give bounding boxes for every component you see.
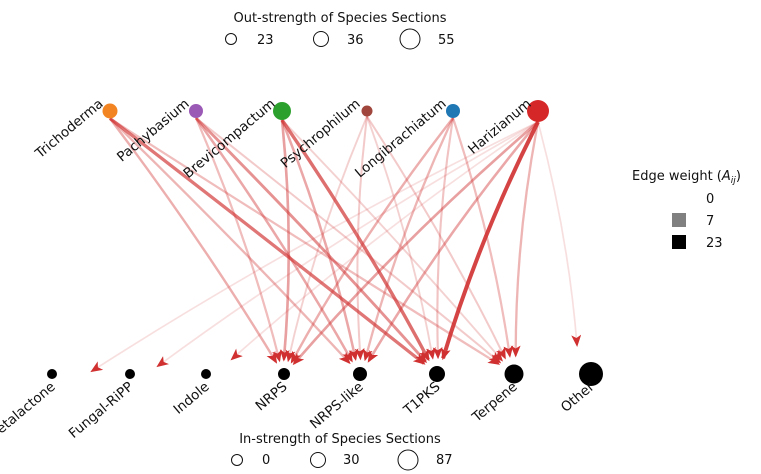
out-legend-label-large: 55 xyxy=(438,33,455,48)
edge-weight-legend: Edge weight (Aij) 0 7 23 xyxy=(632,169,741,251)
edge-harizianum-to-terpene xyxy=(510,121,540,358)
target-label-nrps-like: NRPS-like xyxy=(307,379,366,433)
edge-weight-swatch-7 xyxy=(672,213,686,227)
target-node-betalactone xyxy=(47,369,57,379)
target-node-t1pks xyxy=(429,366,445,382)
edge-weight-legend-title: Edge weight (Aij) xyxy=(632,169,741,186)
target-label-fungal-ripp: Fungal-RiPP xyxy=(66,379,137,442)
out-legend-label-medium: 36 xyxy=(347,33,364,48)
target-label-betalactone: Betalactone xyxy=(0,379,59,443)
in-legend-circle-medium xyxy=(310,452,326,468)
target-label-indole: Indole xyxy=(171,379,213,418)
out-strength-legend: Out-strength of Species Sections 23 36 5… xyxy=(225,11,455,50)
edge-trichoderma-to-nrps-like xyxy=(109,117,351,365)
target-label-t1pks: T1PKS xyxy=(400,379,444,419)
out-legend-circle-small xyxy=(225,33,237,45)
edge-weight-swatch-23 xyxy=(672,235,686,249)
edges-layer xyxy=(90,115,582,373)
source-node-psychrophilum xyxy=(361,105,373,117)
edge-trichoderma-to-nrps xyxy=(109,117,278,364)
nodes-layer xyxy=(47,100,603,386)
source-label-trichoderma: Trichoderma xyxy=(32,96,107,163)
target-node-nrps xyxy=(278,368,290,380)
edge-harizianum-to-nrps xyxy=(292,120,539,366)
edge-pachybasium-to-t1pks xyxy=(194,116,427,364)
edge-pachybasium-to-nrps-like xyxy=(194,117,353,363)
out-legend-circle-large xyxy=(399,28,421,50)
out-strength-legend-title: Out-strength of Species Sections xyxy=(233,11,446,26)
source-node-pachybasium xyxy=(189,104,203,118)
target-node-other xyxy=(579,362,603,386)
target-node-fungal-ripp xyxy=(125,369,135,379)
in-strength-legend: In-strength of Species Sections 0 30 87 xyxy=(231,432,453,471)
edge-harizianum-to-t1pks xyxy=(441,121,540,361)
in-legend-circle-large xyxy=(397,449,419,471)
source-node-longibrachiatum xyxy=(446,104,460,118)
edge-trichoderma-to-terpene xyxy=(109,117,501,365)
edge-longibrachiatum-to-nrps xyxy=(290,117,454,364)
edge-harizianum-to-nrps-like xyxy=(367,121,539,363)
edge-weight-label-7: 7 xyxy=(706,214,714,229)
edge-psychrophilum-to-nrps xyxy=(285,116,368,363)
target-node-indole xyxy=(201,369,211,379)
source-node-harizianum xyxy=(527,100,549,122)
edge-psychrophilum-to-terpene xyxy=(366,115,506,360)
in-legend-label-small: 0 xyxy=(262,453,270,468)
edge-weight-label-0: 0 xyxy=(706,192,714,207)
target-node-terpene xyxy=(504,364,524,384)
source-node-brevicompactum xyxy=(273,102,291,120)
edge-longibrachiatum-to-t1pks xyxy=(432,117,455,360)
target-label-terpene: Terpene xyxy=(469,379,521,426)
edge-brevicompactum-to-t1pks xyxy=(280,119,430,362)
in-strength-legend-title: In-strength of Species Sections xyxy=(239,432,441,447)
edge-harizianum-to-fungal-ripp xyxy=(156,121,539,368)
edge-pachybasium-to-terpene xyxy=(195,117,502,364)
edge-brevicompactum-to-nrps xyxy=(279,119,291,362)
edge-longibrachiatum-to-nrps-like xyxy=(362,117,455,362)
in-legend-label-medium: 30 xyxy=(343,453,360,468)
edge-psychrophilum-to-t1pks xyxy=(366,116,436,360)
edge-harizianum-to-indole xyxy=(230,121,539,361)
edge-pachybasium-to-nrps xyxy=(194,117,282,363)
target-node-nrps-like xyxy=(353,367,367,381)
edge-weight-swatch-0 xyxy=(672,191,686,205)
out-legend-circle-medium xyxy=(313,31,329,47)
in-legend-circle-small xyxy=(231,454,243,466)
edge-weight-label-23: 23 xyxy=(706,236,723,251)
source-node-trichoderma xyxy=(102,103,118,119)
edge-trichoderma-to-t1pks xyxy=(109,117,426,365)
edge-harizianum-to-betalactone xyxy=(90,121,539,373)
edge-brevicompactum-to-nrps-like xyxy=(280,119,359,361)
edge-harizianum-to-other xyxy=(537,121,582,347)
target-label-nrps: NRPS xyxy=(253,379,291,415)
edge-brevicompactum-to-terpene xyxy=(281,119,503,362)
out-legend-label-small: 23 xyxy=(257,33,274,48)
in-legend-label-large: 87 xyxy=(436,453,453,468)
